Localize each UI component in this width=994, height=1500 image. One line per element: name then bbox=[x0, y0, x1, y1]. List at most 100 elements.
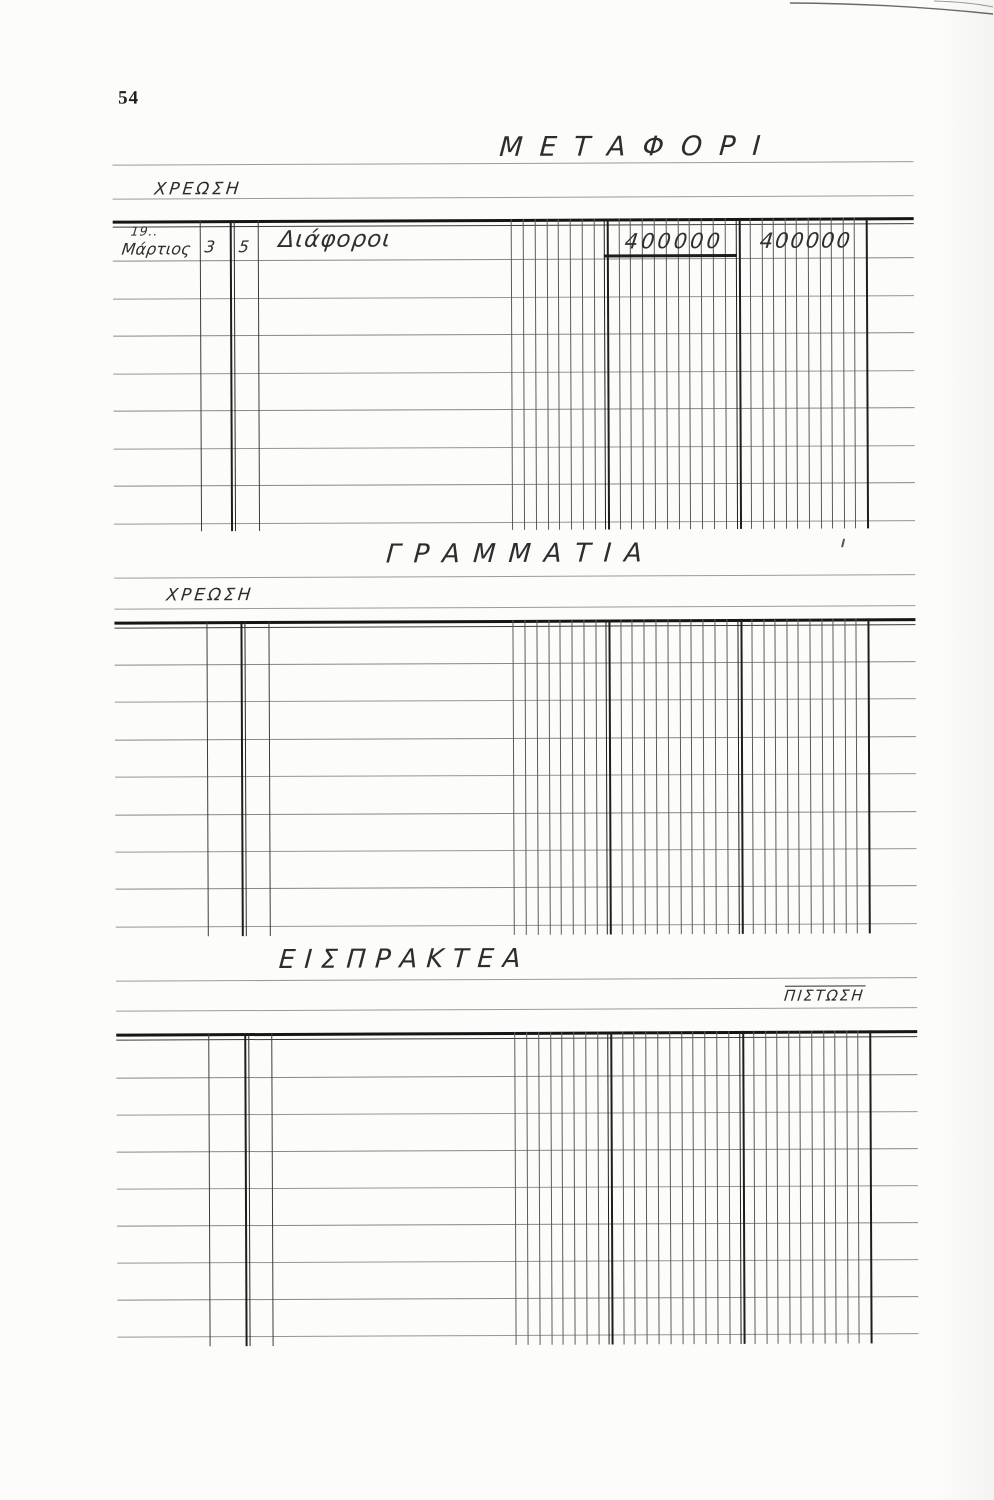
rule-under-label-3 bbox=[116, 1007, 918, 1012]
ruling-line bbox=[742, 1030, 746, 1344]
ruling-line bbox=[844, 618, 847, 934]
ruling-line bbox=[559, 619, 563, 935]
entry-day: 3 bbox=[203, 237, 217, 257]
stray-pen-mark bbox=[841, 538, 846, 548]
ruling-line bbox=[692, 1031, 695, 1345]
ruling-line bbox=[712, 218, 715, 530]
ruling-line bbox=[653, 218, 656, 530]
ruling-line bbox=[680, 1031, 683, 1345]
ruling-line bbox=[735, 217, 739, 529]
ruling-line bbox=[866, 618, 871, 934]
ruling-line bbox=[665, 218, 668, 530]
ruling-line bbox=[117, 1222, 919, 1227]
page-number: 54 bbox=[118, 87, 140, 109]
ruling-line bbox=[585, 1031, 588, 1345]
ruling-line bbox=[633, 1031, 636, 1345]
ruling-line bbox=[786, 618, 789, 934]
ruling-line bbox=[115, 885, 917, 891]
ruling-line bbox=[593, 218, 596, 530]
ruling-line bbox=[655, 619, 658, 935]
ruling-line bbox=[764, 1030, 768, 1344]
ruling-line bbox=[117, 1296, 919, 1301]
ruling-line bbox=[668, 1031, 672, 1345]
ruling-line bbox=[736, 618, 741, 934]
ruling-line bbox=[830, 217, 834, 529]
ruling-line bbox=[643, 619, 646, 935]
ruling-line bbox=[547, 619, 551, 935]
ruling-line bbox=[115, 810, 917, 816]
ruling-line bbox=[571, 619, 574, 935]
ruling-line bbox=[842, 217, 845, 529]
ruling-line bbox=[604, 619, 609, 935]
ruling-line bbox=[115, 773, 917, 778]
ledger-table-grammatia bbox=[0, 0, 991, 937]
ruling-line bbox=[573, 1031, 576, 1345]
ruling-line bbox=[868, 1030, 873, 1344]
entry-month: Μάρτιος bbox=[120, 239, 192, 259]
ruling-line bbox=[115, 922, 917, 928]
ruling-line bbox=[865, 217, 869, 529]
ruling-line bbox=[524, 619, 527, 935]
ruling-line bbox=[512, 619, 515, 935]
ruling-line bbox=[704, 1031, 707, 1345]
ruling-line bbox=[606, 218, 610, 530]
ruling-line bbox=[116, 1148, 918, 1153]
entry-credit-amount: 400000 bbox=[758, 228, 854, 253]
ruling-line bbox=[763, 618, 766, 934]
ruling-line bbox=[855, 618, 859, 934]
ruling-line bbox=[714, 619, 717, 935]
ruling-line bbox=[534, 218, 537, 530]
ruling-line bbox=[115, 848, 917, 853]
ruling-line bbox=[811, 1030, 814, 1344]
ruling-line bbox=[821, 618, 824, 934]
ruling-line bbox=[583, 619, 586, 935]
ruling-line bbox=[114, 623, 916, 629]
ruling-line bbox=[114, 661, 916, 666]
section-title-grammatia: ΓΡΑΜΜΑΤΙΑ bbox=[385, 538, 657, 570]
section-title-metafori: ΜΕΤΑΦΟΡΙ bbox=[498, 130, 779, 163]
ruling-line bbox=[772, 217, 776, 529]
ruling-line bbox=[240, 621, 245, 937]
ruling-line bbox=[116, 1185, 918, 1190]
ruling-line bbox=[761, 217, 764, 529]
credit-label-eispraktea: ΠΙΣΤΩΣΗ bbox=[783, 986, 866, 1005]
ruling-line bbox=[603, 218, 607, 530]
ruling-line bbox=[726, 618, 729, 934]
ruling-line bbox=[606, 1031, 610, 1345]
ruling-line bbox=[208, 1033, 211, 1347]
entry-description: Διάφοροι bbox=[277, 226, 393, 253]
ruling-line bbox=[610, 1031, 614, 1345]
ruling-line bbox=[514, 1031, 517, 1345]
ruling-line bbox=[807, 217, 810, 529]
ruling-line bbox=[199, 220, 203, 532]
ruling-line bbox=[546, 218, 549, 530]
ruling-line bbox=[561, 1031, 564, 1345]
ruling-line bbox=[809, 618, 812, 934]
debit-label-metafori: ΧΡΕΩΣΗ bbox=[153, 179, 243, 200]
ruling-line bbox=[796, 217, 799, 529]
ruling-line bbox=[631, 619, 634, 935]
ruling-line bbox=[784, 217, 787, 529]
ruling-line bbox=[822, 1030, 826, 1344]
ruling-line bbox=[581, 218, 585, 530]
ruling-line bbox=[776, 1030, 779, 1344]
rule-under-title-2 bbox=[114, 574, 916, 579]
ruling-line bbox=[114, 698, 916, 704]
ruling-line bbox=[619, 619, 623, 935]
ruling-line bbox=[116, 1111, 918, 1116]
ruling-line bbox=[749, 217, 752, 529]
ruling-line bbox=[537, 1031, 541, 1345]
ruling-line bbox=[569, 218, 573, 530]
ruling-line bbox=[522, 218, 525, 530]
ruling-line bbox=[774, 618, 777, 934]
ruling-line bbox=[268, 620, 271, 936]
ruling-line bbox=[621, 1031, 624, 1345]
ruling-line bbox=[536, 619, 539, 935]
ruling-line bbox=[700, 218, 704, 530]
ruling-line bbox=[558, 218, 561, 530]
ruling-line bbox=[229, 220, 233, 532]
ruling-line bbox=[117, 1333, 919, 1338]
ruling-line bbox=[751, 618, 754, 934]
ruling-line bbox=[667, 619, 670, 935]
